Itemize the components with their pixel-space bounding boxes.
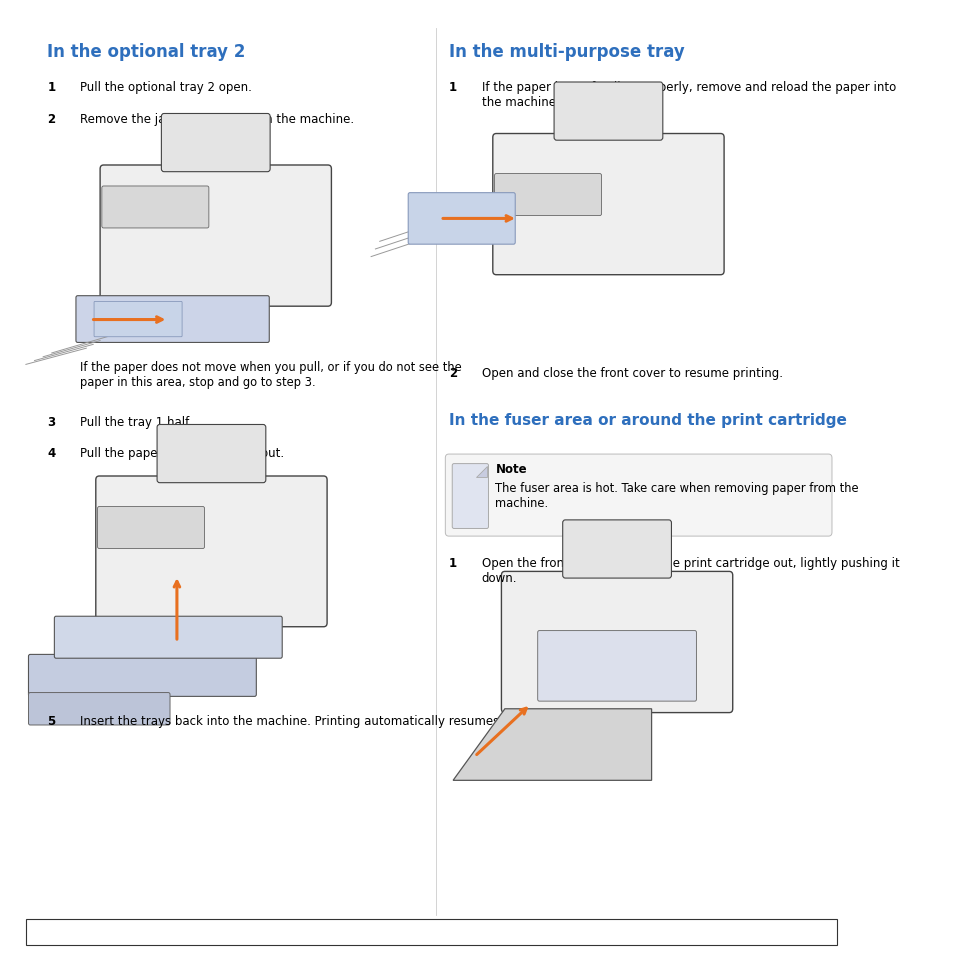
FancyBboxPatch shape (26, 919, 837, 945)
Text: Open the front cover and pull the print cartridge out, lightly pushing it
down.: Open the front cover and pull the print … (481, 557, 899, 584)
FancyBboxPatch shape (29, 655, 256, 697)
Polygon shape (453, 709, 651, 781)
Polygon shape (476, 466, 486, 477)
FancyBboxPatch shape (452, 464, 488, 529)
FancyBboxPatch shape (562, 520, 671, 578)
FancyBboxPatch shape (157, 425, 266, 483)
FancyBboxPatch shape (537, 631, 696, 701)
Text: 1: 1 (448, 81, 456, 94)
Text: The fuser area is hot. Take care when removing paper from the
machine.: The fuser area is hot. Take care when re… (495, 481, 858, 509)
FancyBboxPatch shape (102, 187, 209, 229)
FancyBboxPatch shape (554, 83, 662, 141)
Text: 5: 5 (48, 714, 55, 727)
Text: Pull the paper straight up and out.: Pull the paper straight up and out. (80, 447, 284, 460)
Text: 4: 4 (48, 447, 55, 460)
Text: 2: 2 (448, 367, 456, 380)
Text: Open and close the front cover to resume printing.: Open and close the front cover to resume… (481, 367, 781, 380)
FancyBboxPatch shape (494, 174, 601, 216)
Text: 14.3   <Troubleshooting>: 14.3 <Troubleshooting> (352, 925, 511, 939)
Text: If the paper does not move when you pull, or if you do not see the
paper in this: If the paper does not move when you pull… (80, 360, 461, 388)
Text: Insert the trays back into the machine. Printing automatically resumes.: Insert the trays back into the machine. … (80, 714, 503, 727)
FancyBboxPatch shape (161, 114, 270, 172)
Text: Pull the optional tray 2 open.: Pull the optional tray 2 open. (80, 81, 252, 94)
Text: 3: 3 (48, 416, 55, 429)
Text: Note: Note (495, 462, 526, 476)
FancyBboxPatch shape (445, 455, 831, 537)
FancyBboxPatch shape (408, 193, 515, 245)
Text: In the fuser area or around the print cartridge: In the fuser area or around the print ca… (448, 413, 845, 428)
Text: In the multi-purpose tray: In the multi-purpose tray (448, 43, 684, 61)
FancyBboxPatch shape (29, 693, 170, 725)
Text: Pull the tray 1 half.: Pull the tray 1 half. (80, 416, 193, 429)
FancyBboxPatch shape (54, 617, 282, 659)
Text: If the paper is not feeding properly, remove and reload the paper into
the machi: If the paper is not feeding properly, re… (481, 81, 895, 109)
FancyBboxPatch shape (94, 302, 182, 337)
FancyBboxPatch shape (95, 476, 327, 627)
FancyBboxPatch shape (501, 572, 732, 713)
Text: 1: 1 (448, 557, 456, 570)
FancyBboxPatch shape (97, 507, 204, 549)
Text: Remove the jammed paper from the machine.: Remove the jammed paper from the machine… (80, 112, 354, 126)
FancyBboxPatch shape (100, 166, 331, 307)
FancyBboxPatch shape (76, 296, 269, 343)
Text: In the optional tray 2: In the optional tray 2 (48, 43, 246, 61)
FancyBboxPatch shape (493, 134, 723, 275)
Text: 2: 2 (48, 112, 55, 126)
Text: 1: 1 (48, 81, 55, 94)
